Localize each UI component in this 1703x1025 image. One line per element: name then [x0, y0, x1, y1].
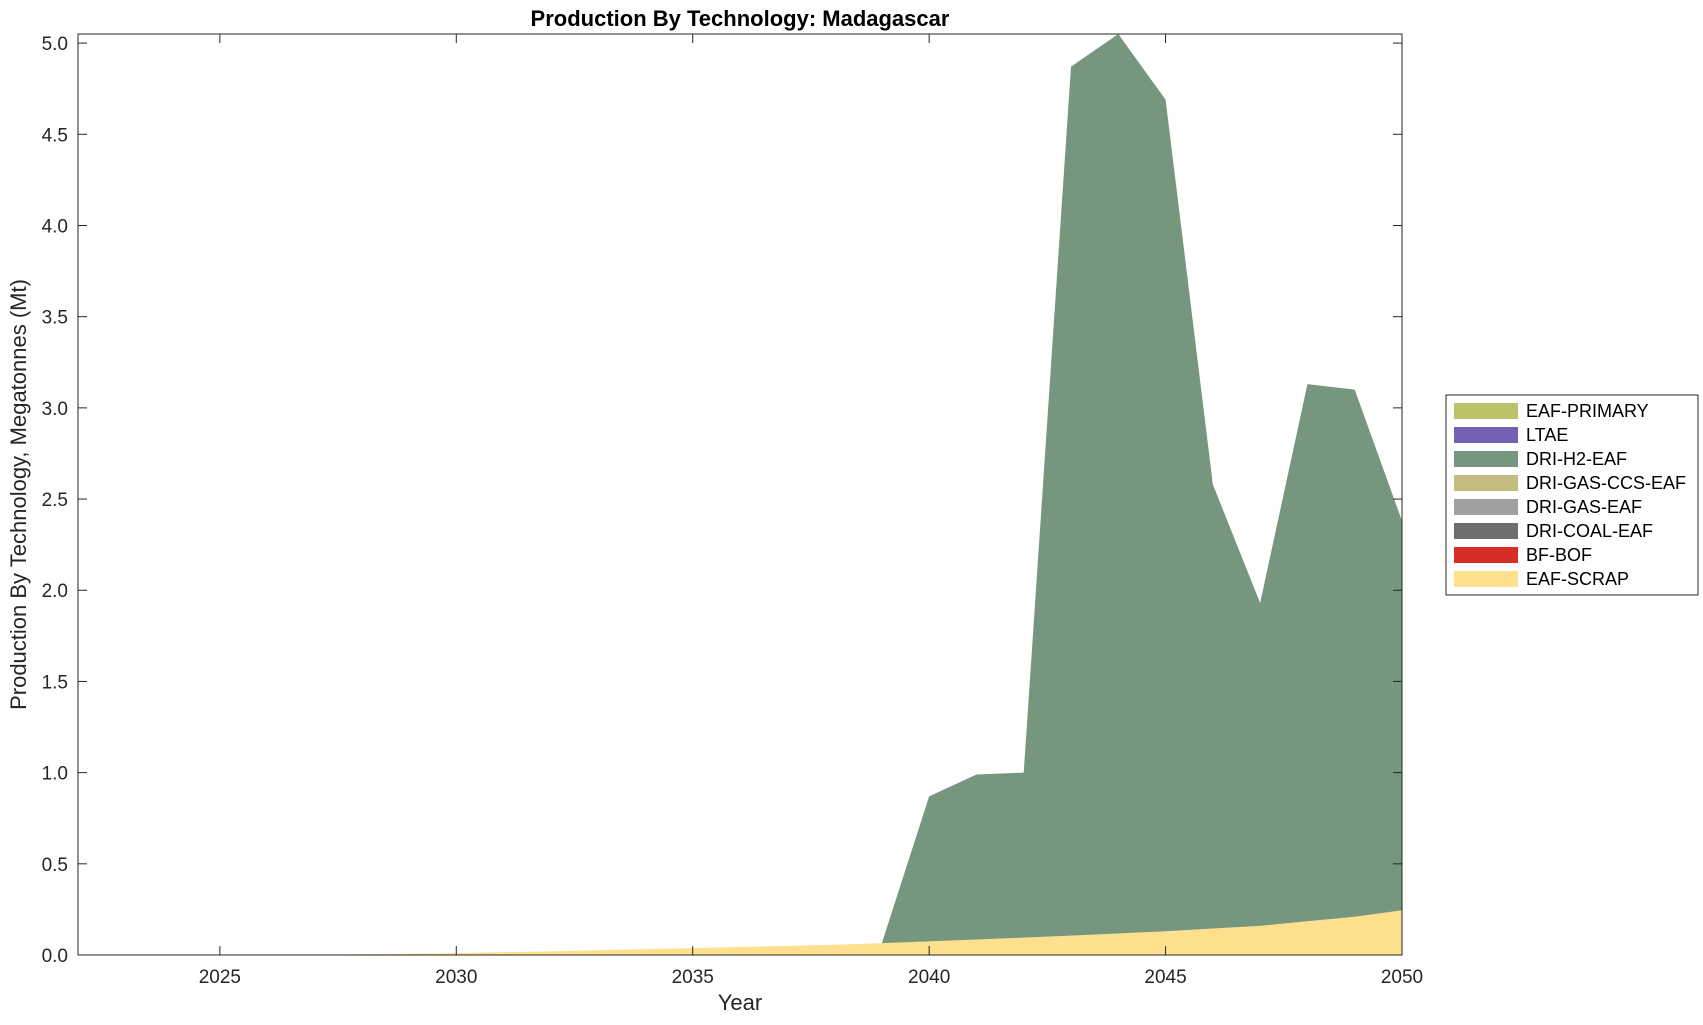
- y-tick-label: 2.0: [42, 581, 68, 602]
- plot-area-frame: [77, 33, 1403, 956]
- y-tick-label: 4.0: [42, 216, 68, 237]
- y-axis-title: Production By Technology, Megatonnes (Mt…: [6, 279, 31, 710]
- legend-swatch-eaf-scrap: [1454, 571, 1518, 587]
- y-tick-label: 1.5: [42, 672, 68, 693]
- x-tick-label: 2030: [435, 967, 477, 988]
- x-tick-label: 2035: [672, 967, 714, 988]
- area-eaf-scrap: [78, 910, 1402, 955]
- legend-swatch-dri-gas-eaf: [1454, 499, 1518, 515]
- x-tick-label: 2025: [199, 967, 241, 988]
- y-tick-label: 2.5: [42, 490, 68, 511]
- legend-label-bf-bof: BF-BOF: [1526, 545, 1592, 565]
- y-tick-label: 3.5: [42, 308, 68, 329]
- legend-label-eaf-scrap: EAF-SCRAP: [1526, 569, 1629, 589]
- y-tick-label: 0.5: [42, 855, 68, 876]
- legend-label-dri-h2-eaf: DRI-H2-EAF: [1526, 449, 1627, 469]
- legend-swatch-dri-h2-eaf: [1454, 451, 1518, 467]
- y-tick-label: 1.0: [42, 764, 68, 785]
- legend-label-eaf-primary: EAF-PRIMARY: [1526, 401, 1649, 421]
- x-tick-label: 2040: [908, 967, 950, 988]
- y-tick-label: 0.0: [42, 946, 68, 967]
- area-dri-h2-eaf: [78, 34, 1402, 955]
- ticks-layer: 2025 2030 2035 2040 2045 2050 0.0 0.5 1.0 1.5 2.0 2…: [42, 34, 1423, 988]
- y-tick-label: 4.5: [42, 125, 68, 146]
- y-tick-label: 5.0: [42, 34, 68, 55]
- legend-swatch-ltae: [1454, 427, 1518, 443]
- x-tick-label: 2045: [1144, 967, 1186, 988]
- legend: EAF-PRIMARY LTAE DRI-H2-EAF DRI-GAS-CCS-EAF…: [1445, 394, 1699, 596]
- y-tick-label: 3.0: [42, 399, 68, 420]
- legend-label-dri-gas-ccs-eaf: DRI-GAS-CCS-EAF: [1526, 473, 1686, 493]
- legend-swatch-bf-bof: [1454, 547, 1518, 563]
- legend-swatch-dri-gas-ccs-eaf: [1454, 475, 1518, 491]
- legend-label-ltae: LTAE: [1526, 425, 1568, 445]
- legend-swatch-dri-coal-eaf: [1454, 523, 1518, 539]
- x-axis-title: Year: [718, 990, 762, 1015]
- legend-label-dri-coal-eaf: DRI-COAL-EAF: [1526, 521, 1653, 541]
- chart-title: Production By Technology: Madagascar: [531, 6, 950, 31]
- legend-label-dri-gas-eaf: DRI-GAS-EAF: [1526, 497, 1642, 517]
- legend-swatch-eaf-primary: [1454, 403, 1518, 419]
- areas-layer: [78, 34, 1402, 955]
- legend-box: [1445, 394, 1699, 596]
- x-tick-label: 2050: [1381, 967, 1423, 988]
